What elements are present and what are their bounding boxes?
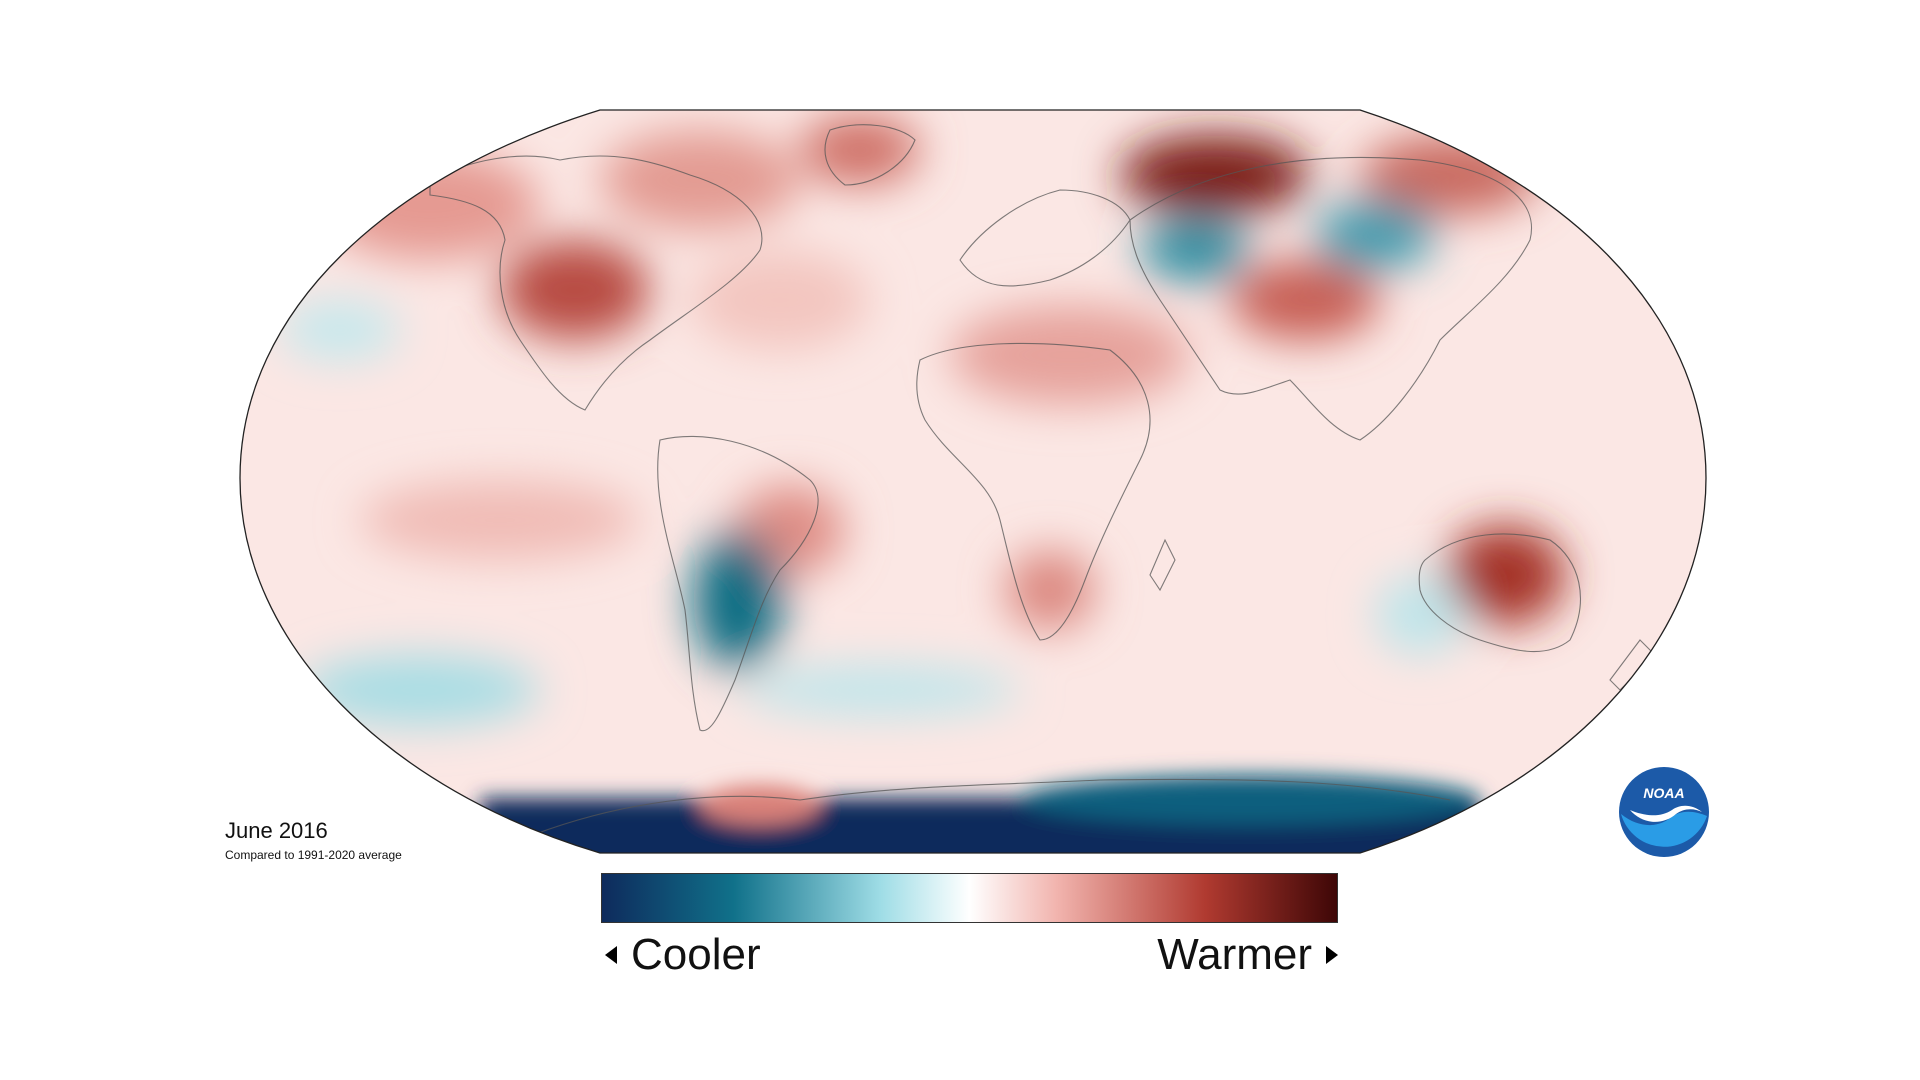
coast-australia: [1418, 533, 1581, 653]
anomaly-cool-indian-ocean: [1375, 575, 1465, 655]
left-arrow-icon: [605, 946, 617, 964]
map-baseline-label: Compared to 1991-2020 average: [225, 848, 402, 862]
colorbar-frame: [601, 873, 1338, 923]
anomaly-cool-mongolia: [1315, 200, 1435, 270]
coast-madagascar: [1149, 538, 1176, 592]
noaa-logo-text: NOAA: [1643, 785, 1684, 801]
noaa-bird-icon: [1630, 805, 1702, 822]
noaa-logo: NOAA: [1619, 767, 1709, 857]
anomaly-cool-southern-ocean: [300, 655, 540, 725]
anomaly-warm-west-us: [500, 240, 650, 340]
coast-south-america: [657, 435, 819, 732]
legend-warmer: Warmer: [1157, 930, 1338, 980]
anomaly-warm-north-africa: [950, 305, 1190, 405]
warmer-label: Warmer: [1157, 930, 1312, 979]
anomaly-warm-east-pacific: [360, 480, 640, 560]
legend-cooler: Cooler: [605, 930, 761, 980]
coast-greenland: [824, 124, 916, 186]
coast-antarctica: [519, 778, 1451, 841]
anomaly-cool-south-america: [693, 530, 783, 670]
antarctic-peninsula-warm: [700, 785, 820, 825]
coast-north-america: [429, 155, 763, 411]
anomaly-cool-pacific: [280, 300, 400, 360]
colorbar-fill: [601, 873, 1338, 923]
coast-africa: [916, 342, 1151, 641]
anomaly-warm-south-africa: [1005, 550, 1095, 630]
anomaly-cool-central-siberia: [1140, 218, 1250, 282]
anomaly-cool-south-atlantic: [740, 665, 1020, 715]
anomaly-warm-china: [1230, 260, 1380, 340]
noaa-logo-lower: [1621, 811, 1707, 847]
anomaly-warm-east-canada: [600, 130, 800, 230]
anomaly-warm-north-russia: [1120, 135, 1310, 215]
coast-new-zealand: [1609, 639, 1656, 691]
anomaly-blobs: [280, 115, 1565, 725]
right-arrow-icon: [1326, 946, 1338, 964]
map-date-label: June 2016: [225, 818, 328, 843]
anomaly-warm-australia: [1445, 525, 1565, 625]
antarctica-cold-edge: [1020, 775, 1480, 825]
coast-asia: [1129, 156, 1532, 441]
cooler-label: Cooler: [631, 930, 761, 979]
anomaly-warm-greenland: [800, 115, 920, 185]
coastlines: [429, 124, 1656, 841]
anomaly-warm-north-atlantic: [690, 250, 870, 350]
